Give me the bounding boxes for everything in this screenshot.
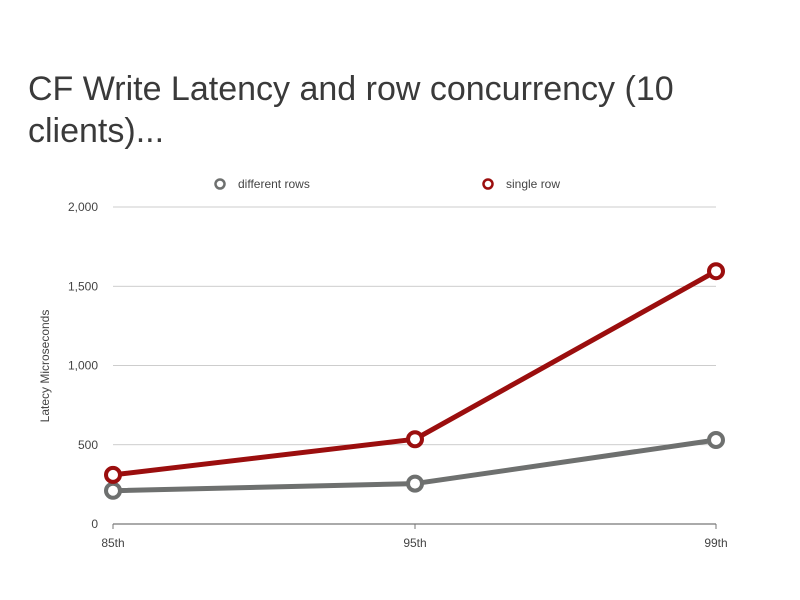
legend: different rows single row (214, 177, 560, 191)
legend-marker (482, 178, 494, 190)
y-tick-label: 500 (78, 438, 98, 452)
data-point (707, 262, 725, 281)
y-axis-title: Latecy Microseconds (38, 310, 52, 423)
legend-marker (214, 178, 226, 190)
legend-label: single row (506, 177, 560, 191)
y-tick-labels: 0 500 1,000 1,500 2,000 (68, 200, 98, 531)
series (104, 262, 725, 500)
data-point (104, 465, 122, 484)
y-tick-label: 0 (91, 517, 98, 531)
x-tick-label: 99th (704, 536, 727, 550)
x-tick-label: 95th (403, 536, 426, 550)
data-point (104, 481, 122, 500)
series-single-row (104, 262, 725, 484)
y-tick-label: 2,000 (68, 200, 98, 214)
legend-item: single row (482, 177, 560, 191)
data-point (406, 474, 424, 493)
x-tick-labels: 85th 95th 99th (101, 524, 728, 550)
y-tick-label: 1,000 (68, 359, 98, 373)
y-tick-label: 1,500 (68, 279, 98, 293)
slide-title: CF Write Latency and row concurrency (10… (28, 70, 674, 150)
legend-label: different rows (238, 177, 310, 191)
legend-item: different rows (214, 177, 310, 191)
data-point (406, 430, 424, 449)
data-point (707, 430, 725, 449)
x-tick-label: 85th (101, 536, 124, 550)
